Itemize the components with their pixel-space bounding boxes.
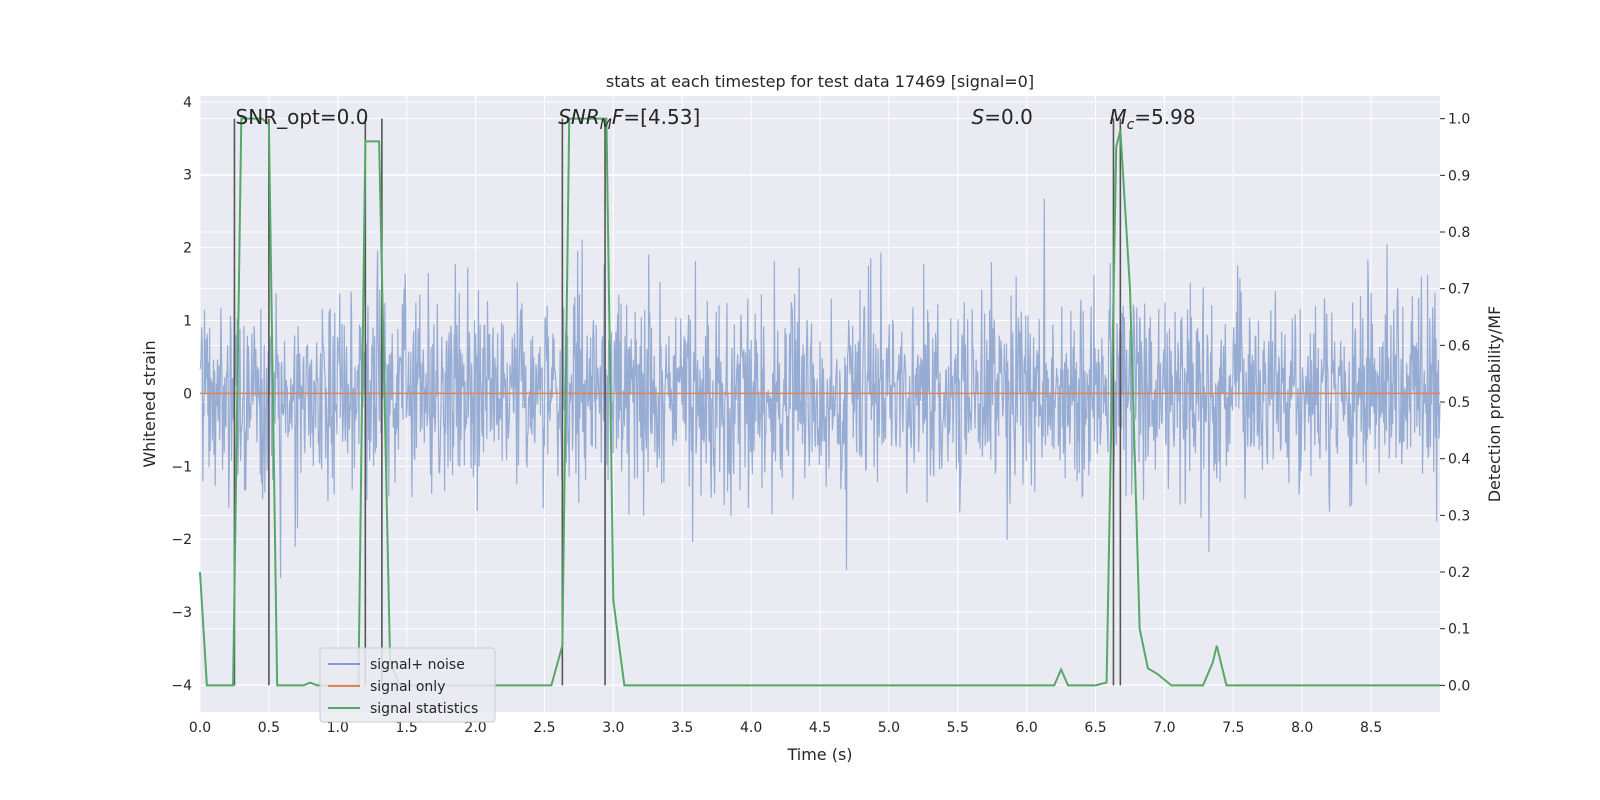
y-axis-label-right: Detection probability/MF — [1485, 306, 1504, 503]
x-tick-label: 1.0 — [327, 720, 349, 736]
x-tick-label: 3.5 — [671, 720, 693, 736]
chart-title: stats at each timestep for test data 174… — [606, 72, 1034, 91]
y-tick-label-right: 1.0 — [1448, 112, 1470, 128]
annotation-text: SNR_opt=0.0 — [236, 105, 369, 129]
x-axis-label: Time (s) — [786, 745, 852, 764]
x-tick-label: 6.0 — [1016, 720, 1038, 736]
y-tick-label-right: 0.6 — [1448, 338, 1470, 354]
annotation-text: S=0.0 — [972, 105, 1033, 129]
y-tick-label-right: 0.8 — [1448, 225, 1470, 241]
legend-label-signal: signal only — [370, 679, 445, 695]
x-tick-label: 2.5 — [533, 720, 555, 736]
x-tick-label: 8.5 — [1360, 720, 1382, 736]
y-tick-label-right: 0.0 — [1448, 678, 1470, 694]
x-tick-label: 2.0 — [464, 720, 486, 736]
legend: signal+ noise signal only signal statist… — [319, 647, 496, 723]
x-tick-label: 4.5 — [809, 720, 831, 736]
y-tick-label-right: 0.9 — [1448, 168, 1470, 184]
y-tick-label-right: 0.4 — [1448, 452, 1470, 468]
legend-label-statistics: signal statistics — [370, 701, 478, 717]
x-tick-label: 0.5 — [258, 720, 280, 736]
y-tick-label-right: 0.3 — [1448, 508, 1470, 524]
y-tick-label-right: 0.7 — [1448, 282, 1470, 298]
annotation-text: Mc=5.98 — [1109, 105, 1195, 133]
y-tick-label-left: 1 — [183, 314, 192, 330]
x-tick-label: 5.5 — [947, 720, 969, 736]
x-tick-label: 8.0 — [1291, 720, 1313, 736]
y-tick-label-left: 2 — [183, 241, 192, 257]
x-tick-label: 3.0 — [602, 720, 624, 736]
legend-box — [319, 647, 496, 723]
x-tick-label: 7.0 — [1153, 720, 1175, 736]
statistics-line — [199, 117, 1440, 687]
y-tick-label-right: 0.5 — [1448, 395, 1470, 411]
y-tick-label-left: −2 — [171, 532, 192, 548]
annotations: SNR_opt=0.0 SNRMF=[4.53] S=0.0 Mc=5.98 — [236, 105, 1196, 133]
legend-label-noise: signal+ noise — [370, 657, 465, 673]
tick-labels: 0.0 0.5 1.0 1.5 2.0 2.5 3.0 3.5 4.0 4.5 5.0 5.5 6.0 6… — [171, 95, 1470, 736]
annotation-text: SNRMF=[4.53] — [558, 105, 700, 133]
y-axis-label-left: Whitened strain — [140, 340, 159, 467]
x-tick-label: 0.0 — [189, 720, 211, 736]
x-tick-label: 6.5 — [1084, 720, 1106, 736]
y-tick-label-left: 4 — [183, 95, 192, 111]
series-signal-statistics — [199, 117, 1440, 687]
y-tick-label-left: 3 — [183, 168, 192, 184]
x-tick-label: 5.0 — [878, 720, 900, 736]
x-tick-label: 1.5 — [396, 720, 418, 736]
x-tick-label: 7.5 — [1222, 720, 1244, 736]
y-tick-label-left: −3 — [171, 605, 192, 621]
y-tick-label-left: 0 — [183, 386, 192, 402]
y-tick-label-left: −1 — [171, 459, 192, 475]
series-signal-plus-noise — [199, 198, 1441, 579]
y-tick-label-left: −4 — [171, 678, 192, 694]
y-tick-label-right: 0.2 — [1448, 565, 1470, 581]
noise-line — [199, 198, 1441, 579]
x-tick-label: 4.0 — [740, 720, 762, 736]
y-tick-label-right: 0.1 — [1448, 622, 1470, 638]
